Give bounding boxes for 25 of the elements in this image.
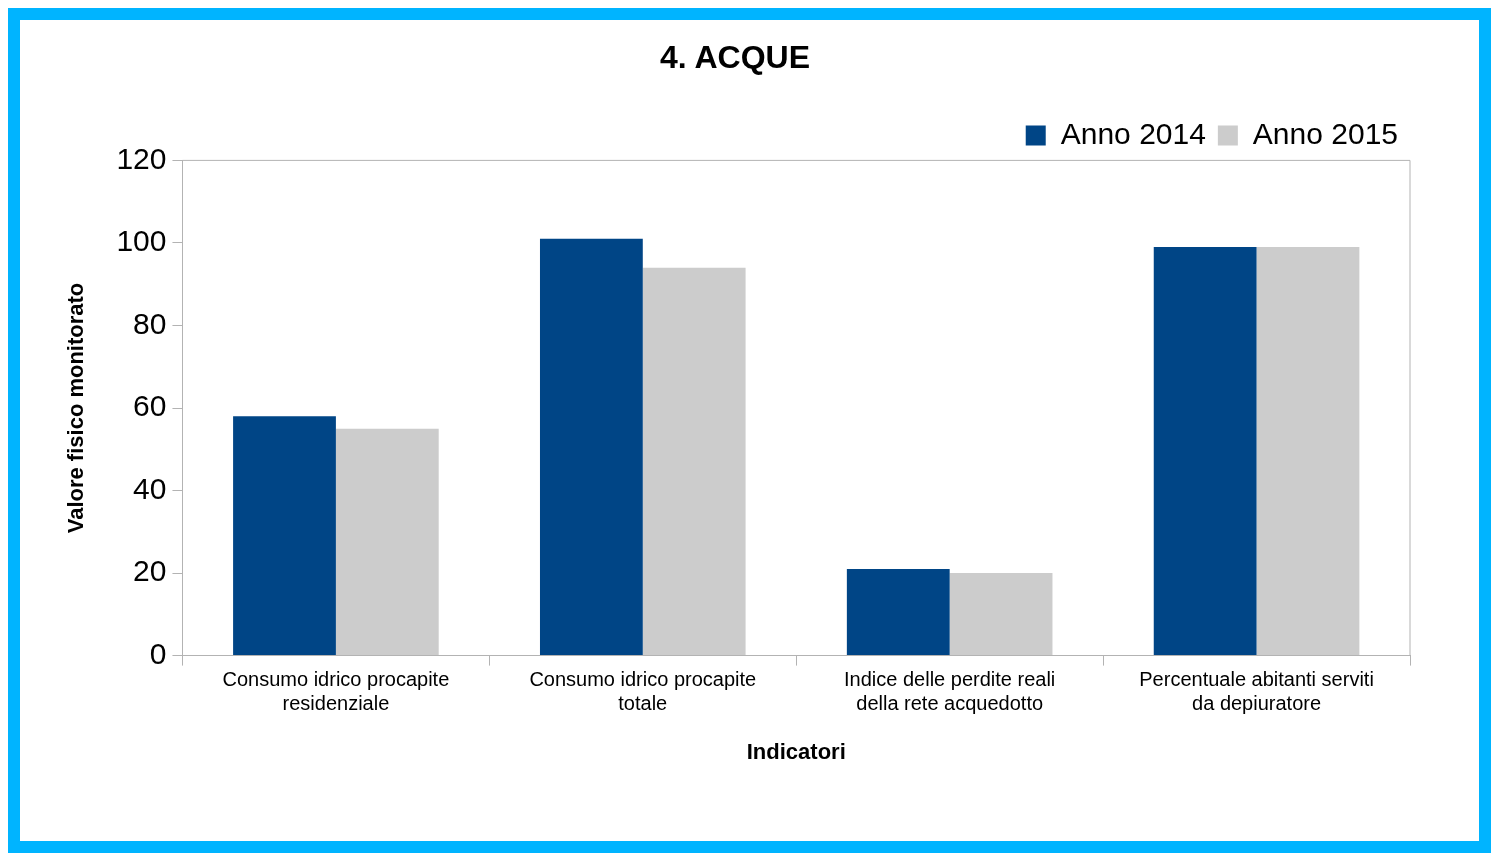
bar bbox=[949, 573, 1053, 656]
x-axis-title: Indicatori bbox=[746, 738, 846, 764]
y-tick-label: 80 bbox=[133, 306, 167, 340]
y-tick-label: 40 bbox=[133, 471, 167, 505]
y-tick-label: 0 bbox=[149, 636, 167, 670]
bar bbox=[1256, 247, 1360, 656]
bar bbox=[539, 238, 643, 656]
page-frame: Indicatori Valore fisico monitorato Anno 2014 Anno 2015 4. ACQUE Consumo idrico procapite residenziale Consumo idrico procapite totale Indice delle perdite reali della rete acquedotto Percentuale abitanti serviti da depiuratore 0 20 40 60 80 100 120 bbox=[8, 8, 1491, 853]
x-tick-label: Consumo idrico procapite totale bbox=[529, 668, 757, 715]
legend-label: Anno 2015 bbox=[1252, 116, 1398, 150]
bar bbox=[642, 267, 746, 656]
x-tick-label: Percentuale abitanti serviti da depiuratore bbox=[1139, 668, 1374, 715]
bar bbox=[846, 568, 950, 656]
legend-label: Anno 2014 bbox=[1060, 116, 1206, 150]
x-tick-label: Consumo idrico procapite residenziale bbox=[222, 668, 450, 715]
y-tick-label: 60 bbox=[133, 389, 167, 423]
chart-title: 4. ACQUE bbox=[660, 39, 810, 76]
y-axis-title: Valore fisico monitorato bbox=[63, 282, 89, 534]
bar bbox=[233, 416, 336, 656]
bar bbox=[1153, 247, 1257, 656]
y-tick-label: 100 bbox=[116, 224, 167, 258]
x-tick-label: Indice delle perdite reali della rete acquedotto bbox=[844, 668, 1056, 715]
bar bbox=[335, 428, 439, 656]
y-tick-label: 20 bbox=[133, 554, 167, 588]
y-tick-label: 120 bbox=[116, 141, 167, 175]
